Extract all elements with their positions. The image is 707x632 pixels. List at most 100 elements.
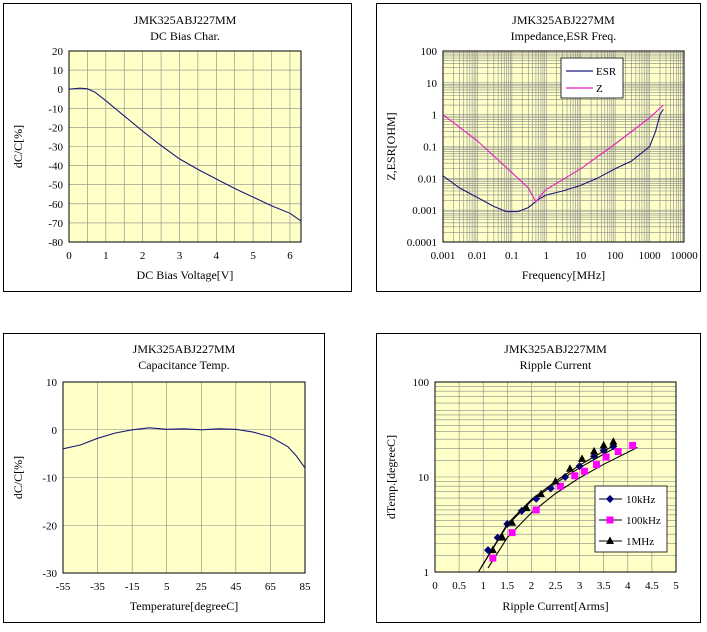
x-tick-label: 25 bbox=[196, 581, 208, 593]
x-tick-label: 4 bbox=[625, 580, 631, 592]
y-tick-label: 1 bbox=[424, 567, 430, 579]
y-axis-label: dC/C[%] bbox=[11, 125, 25, 168]
x-tick-label: 4 bbox=[214, 250, 220, 262]
chart-title: JMK325ABJ227MM bbox=[133, 342, 236, 356]
x-tick-label: 3 bbox=[577, 580, 583, 592]
data-point bbox=[592, 461, 600, 469]
chart-subtitle: Impedance,ESR Freq. bbox=[511, 29, 617, 43]
data-point bbox=[517, 506, 526, 515]
y-tick-label: -10 bbox=[48, 103, 63, 115]
series-line bbox=[69, 87, 301, 222]
y-tick-label: 0.1 bbox=[423, 142, 437, 154]
y-tick-label: 0 bbox=[58, 84, 64, 96]
y-axis-label: dC/C[%] bbox=[11, 456, 25, 499]
panel-temperature: JMK325ABJ227MM Capacitance Temp. -55 -35 -15… bbox=[3, 333, 325, 623]
x-axis-label: Frequency[MHz] bbox=[522, 268, 605, 282]
y-tick-label: -20 bbox=[48, 122, 63, 134]
legend-label: ESR bbox=[596, 66, 617, 78]
chart-capacitance-temp: JMK325ABJ227MM Capacitance Temp. -55 -35 -15… bbox=[11, 342, 311, 613]
series-0 bbox=[443, 108, 664, 213]
x-tick-label: 1 bbox=[103, 250, 109, 262]
plot-frame bbox=[434, 381, 677, 573]
chart-title: JMK325ABJ227MM bbox=[512, 13, 615, 27]
series-line bbox=[443, 104, 664, 204]
panel-ripple: JMK325ABJ227MM Ripple Current 0 0.5 1 1.5 2 2.5… bbox=[376, 333, 701, 623]
x-axis-label: DC Bias Voltage[V] bbox=[137, 268, 234, 282]
chart-title: JMK325ABJ227MM bbox=[504, 342, 607, 356]
x-tick-label: 1 bbox=[480, 580, 486, 592]
data-point bbox=[488, 545, 497, 554]
x-tick-label: 5 bbox=[164, 581, 170, 593]
data-point bbox=[498, 533, 507, 541]
series-line bbox=[443, 108, 664, 213]
x-axis-label: Ripple Current[Arms] bbox=[502, 599, 608, 613]
legend-label: 100kHz bbox=[626, 515, 661, 527]
legend-marker bbox=[606, 495, 614, 503]
y-tick-label: 1 bbox=[432, 110, 438, 122]
y-tick-label: 10 bbox=[426, 78, 438, 90]
y-tick-label: 100 bbox=[413, 377, 430, 389]
x-tick-label: 2.5 bbox=[549, 580, 563, 592]
series-1 bbox=[487, 441, 638, 569]
y-tick-label: -70 bbox=[48, 218, 63, 230]
data-point bbox=[629, 441, 637, 449]
data-point bbox=[614, 448, 622, 456]
x-tick-label: 1.5 bbox=[500, 580, 514, 592]
series-1 bbox=[443, 104, 664, 204]
y-tick-label: -50 bbox=[48, 180, 63, 192]
data-point bbox=[609, 437, 618, 445]
x-tick-label: 0.001 bbox=[431, 250, 456, 262]
data-point bbox=[532, 506, 540, 514]
plot-frame bbox=[68, 50, 302, 243]
chart-ripple-current: JMK325ABJ227MM Ripple Current 0 0.5 1 1.5 2 2.5… bbox=[384, 342, 679, 613]
x-tick-label: 45 bbox=[230, 581, 242, 593]
y-tick-label: -80 bbox=[48, 237, 63, 249]
y-tick-label: 0.01 bbox=[418, 173, 437, 185]
data-point bbox=[565, 464, 574, 472]
legend-label: Z bbox=[596, 83, 603, 95]
data-point bbox=[561, 473, 570, 481]
chart-subtitle: Ripple Current bbox=[520, 358, 592, 372]
data-point bbox=[537, 489, 546, 498]
series-2 bbox=[477, 437, 618, 572]
x-tick-label: 10 bbox=[575, 250, 587, 262]
data-point bbox=[602, 453, 610, 461]
data-point bbox=[522, 503, 531, 512]
x-tick-label: 10000 bbox=[670, 250, 698, 262]
x-tick-label: 0.1 bbox=[505, 250, 519, 262]
data-point bbox=[546, 484, 555, 493]
y-tick-label: 10 bbox=[418, 472, 430, 484]
data-point bbox=[599, 440, 608, 449]
data-point bbox=[489, 554, 497, 562]
x-tick-label: 65 bbox=[265, 581, 277, 593]
data-point bbox=[590, 446, 599, 455]
x-tick-label: 3.5 bbox=[597, 580, 611, 592]
y-tick-label: -40 bbox=[48, 161, 63, 173]
x-tick-label: 2 bbox=[140, 250, 146, 262]
y-axis-label: dTemp.[degreeC] bbox=[384, 435, 398, 519]
data-point bbox=[571, 472, 579, 480]
y-tick-label: 20 bbox=[52, 46, 64, 58]
data-point bbox=[580, 467, 588, 475]
plot-frame bbox=[442, 50, 685, 243]
y-tick-label: 0.0001 bbox=[407, 237, 437, 249]
panel-dc-bias: JMK325ABJ227MM DC Bias Char. 0 1 2 3 4 5 6 20 10 0-… bbox=[3, 3, 352, 292]
y-axis-label: Z,ESR[OHM] bbox=[384, 112, 398, 180]
x-tick-label: 0 bbox=[432, 580, 438, 592]
y-tick-label: 10 bbox=[46, 377, 58, 389]
x-tick-label: -35 bbox=[90, 581, 105, 593]
y-tick-label: -30 bbox=[42, 568, 57, 580]
gridlines bbox=[68, 50, 301, 243]
data-point bbox=[484, 546, 493, 555]
legend-box bbox=[560, 57, 624, 99]
y-tick-label: -20 bbox=[42, 520, 57, 532]
x-tick-label: 0 bbox=[66, 250, 72, 262]
data-point bbox=[556, 482, 564, 490]
series-line bbox=[63, 427, 305, 469]
data-point bbox=[508, 529, 516, 537]
x-tick-label: 5 bbox=[250, 250, 256, 262]
x-axis-label: Temperature[degreeC] bbox=[130, 599, 238, 613]
